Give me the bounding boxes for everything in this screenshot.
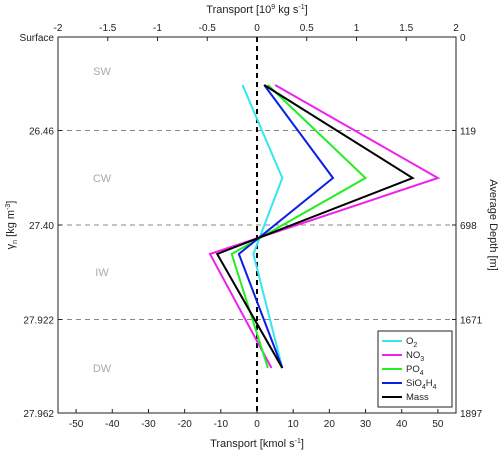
- x-top-tick-label-1: -1.5: [99, 23, 117, 34]
- x-bottom-tick-label-2: -30: [141, 419, 156, 430]
- x-top-tick-label-5: 0.5: [300, 23, 314, 34]
- y-right-tick-label-0: 0: [460, 33, 466, 44]
- series-line-4: [215, 84, 415, 369]
- x-bottom-tick-label-0: -50: [69, 419, 84, 430]
- legend-label-0: O2: [406, 336, 417, 349]
- x-bottom-tick-label-10: 50: [432, 419, 444, 430]
- y-left-tick-label-1: 26.46: [29, 127, 54, 138]
- y-left-tick-label-3: 27.922: [23, 316, 54, 327]
- y-left-tick-label-4: 27.962: [23, 409, 54, 420]
- x-top-tick-label-2: -1: [153, 23, 162, 34]
- y-right-axis-title: Average Depth [m]: [487, 179, 499, 271]
- x-bottom-tick-label-3: -20: [177, 419, 192, 430]
- x-bottom-tick-label-1: -40: [105, 419, 120, 430]
- axis-ticks: -50 -40 -30 -20 -10 0 10 20 30 40 50-2 -1.5 -1 -0.5 0 0…: [20, 23, 483, 430]
- y-right-tick-label-1: 119: [460, 127, 476, 138]
- x-bottom-axis-title: Transport [kmol s-1]: [210, 438, 304, 450]
- x-top-axis-title: Transport [109 kg s-1]: [206, 4, 307, 16]
- layer-label-dw: DW: [93, 363, 112, 375]
- legend-label-2: PO4: [406, 364, 424, 377]
- x-top-tick-label-7: 1.5: [399, 23, 413, 34]
- series-line-3: [237, 84, 335, 369]
- y-right-tick-label-2: 698: [460, 221, 477, 232]
- x-top-tick-label-0: -2: [54, 23, 63, 34]
- x-bottom-tick-label-8: 30: [360, 419, 372, 430]
- x-top-tick-label-8: 2: [453, 23, 459, 34]
- x-top-tick-label-3: -0.5: [199, 23, 217, 34]
- layer-label-sw: SW: [93, 66, 111, 78]
- x-bottom-tick-label-4: -10: [214, 419, 229, 430]
- series-line-2: [230, 84, 368, 369]
- x-top-tick-label-6: 1: [354, 23, 360, 34]
- layer-labels: SW CW IW DW: [93, 66, 112, 375]
- series-group: [208, 84, 441, 369]
- y-left-tick-label-0: Surface: [20, 33, 55, 44]
- x-bottom-tick-label-7: 20: [324, 419, 336, 430]
- x-bottom-tick-label-6: 10: [288, 419, 300, 430]
- x-bottom-tick-label-5: 0: [254, 419, 260, 430]
- series-line-0: [241, 84, 284, 369]
- legend-label-1: NO3: [406, 350, 424, 363]
- y-right-tick-label-4: 1897: [460, 409, 483, 420]
- x-top-tick-label-4: 0: [254, 23, 260, 34]
- layer-label-iw: IW: [95, 267, 109, 279]
- layer-label-cw: CW: [93, 173, 112, 185]
- x-bottom-tick-label-9: 40: [396, 419, 408, 430]
- y-left-axis-title: γn [kg m-3]: [5, 201, 19, 250]
- y-right-tick-label-3: 1671: [460, 316, 483, 327]
- legend-label-3: SiO4H4: [406, 378, 437, 391]
- series-line-1: [208, 84, 441, 369]
- y-left-tick-label-2: 27.40: [29, 221, 54, 232]
- legend-label-4: Mass: [406, 392, 429, 403]
